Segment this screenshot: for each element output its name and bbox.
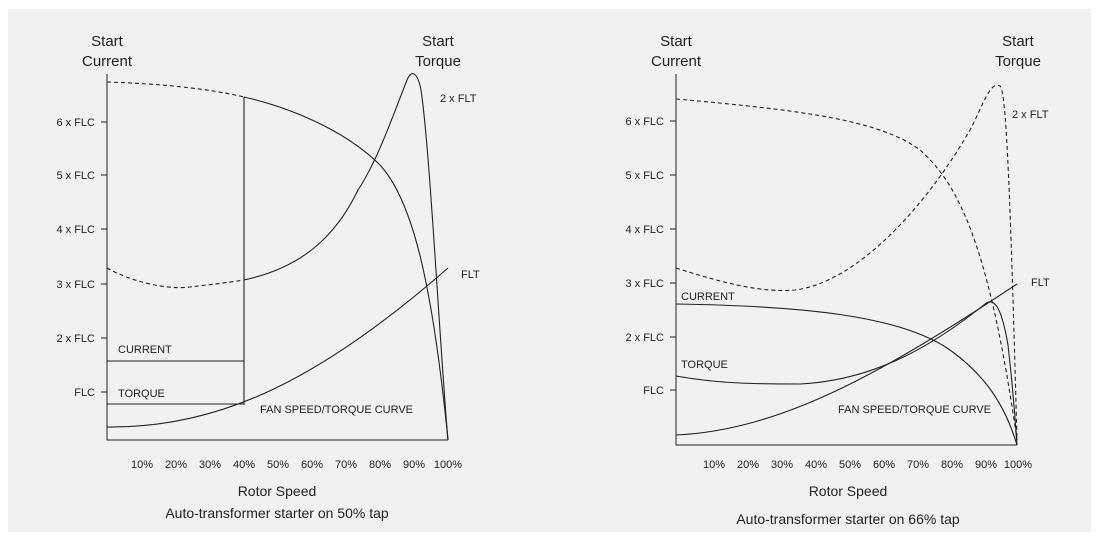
axes [675,74,1017,446]
y-tick-marks [670,120,676,391]
x-tick-label: 90% [403,459,425,471]
x-tick-label: 70% [907,459,929,471]
x-tick-label: 100% [1004,459,1032,471]
y-tick-label: 6 x FLC [56,117,95,129]
axes [106,74,448,441]
fan-speed-torque-curve [106,267,449,428]
two-flt-label: 2 x FLT [440,93,477,105]
current-label: CURRENT [681,291,735,303]
x-tick-label: 20% [165,459,187,471]
y-tick-marks [101,121,107,393]
x-tick-label: 70% [335,459,357,471]
start-torque-header-line2: Torque [415,53,461,70]
x-tick-label: 30% [199,459,221,471]
caption: Auto-transformer starter on 50% tap [165,505,389,521]
torque-curve [675,301,1018,446]
start-current-header-line1: Start [660,33,693,50]
x-tick-label: 20% [737,459,759,471]
x-tick-label: 80% [941,459,963,471]
y-tick-label: 6 x FLC [625,116,664,128]
two-flt-label: 2 x FLT [1012,109,1049,121]
full-voltage-current-curve-dashed [106,81,245,98]
start-torque-header-line1: Start [422,33,455,50]
flt-label: FLT [1031,277,1050,289]
x-tick-label: 60% [301,459,323,471]
y-tick-label: 2 x FLC [56,333,95,345]
y-tick-label: 5 x FLC [56,170,95,182]
x-tick-label: 60% [873,459,895,471]
start-torque-header-line1: Start [1002,33,1035,50]
fan-speed-torque-label: FAN SPEED/TORQUE CURVE [260,404,413,416]
x-tick-label: 40% [805,459,827,471]
panel-50-tap: Start Current Start Torque FLC 2 x FLC 3… [56,33,480,521]
x-tick-label: 30% [771,459,793,471]
x-tick-label: 10% [703,459,725,471]
x-tick-label: 50% [267,459,289,471]
panel-66-tap: Start Current Start Torque FLC 2 x FLC 3… [625,33,1050,527]
x-tick-label: 40% [233,459,255,471]
x-axis-title: Rotor Speed [238,483,317,499]
y-tick-label: 5 x FLC [625,170,664,182]
y-tick-label: 2 x FLC [625,332,664,344]
x-tick-label: 100% [434,459,462,471]
y-tick-label: FLC [643,385,664,397]
y-tick-label: 3 x FLC [56,279,95,291]
fan-speed-torque-label: FAN SPEED/TORQUE CURVE [838,404,991,416]
torque-label: TORQUE [681,359,728,371]
torque-label: TORQUE [118,388,165,400]
full-voltage-torque-curve-dashed [675,84,1018,441]
x-tick-label: 90% [975,459,997,471]
flt-label: FLT [461,269,480,281]
current-curve [675,303,1018,446]
start-current-header-line2: Current [82,53,133,70]
current-label: CURRENT [118,344,172,356]
caption: Auto-transformer starter on 66% tap [736,511,960,527]
x-axis-title: Rotor Speed [809,483,888,499]
full-voltage-torque-curve-dashed [106,267,245,289]
y-tick-label: 4 x FLC [625,224,664,236]
y-tick-label: FLC [74,387,95,399]
x-tick-label: 50% [839,459,861,471]
current-curve [243,96,449,441]
start-current-header-line2: Current [651,53,702,70]
x-tick-label: 10% [131,459,153,471]
start-current-header-line1: Start [91,33,124,50]
start-torque-header-line2: Torque [995,53,1041,70]
x-tick-label: 80% [369,459,391,471]
y-tick-label: 3 x FLC [625,278,664,290]
y-tick-label: 4 x FLC [56,224,95,236]
fan-speed-torque-curve [675,283,1018,436]
torque-curve [243,73,449,441]
